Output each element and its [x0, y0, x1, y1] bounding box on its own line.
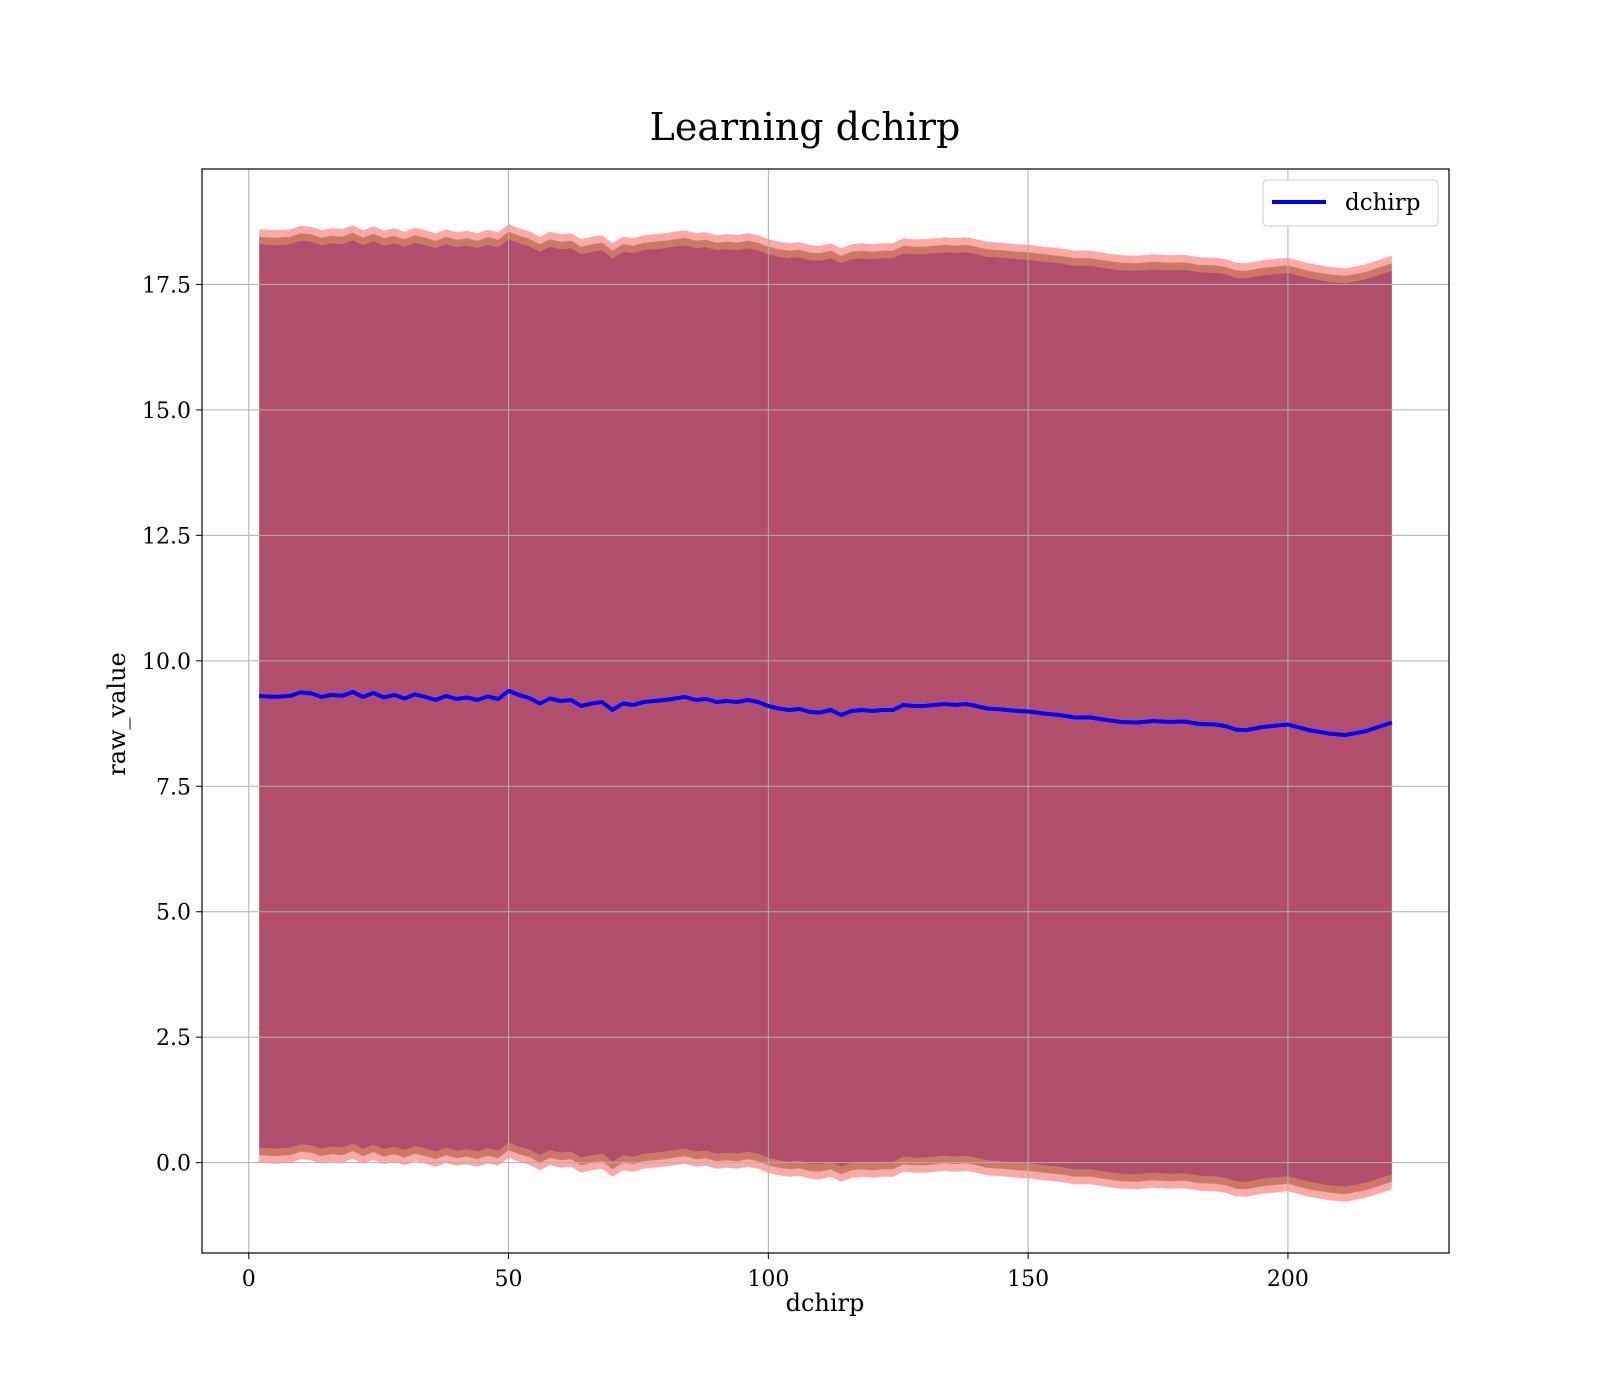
y-axis-title: raw_value: [103, 652, 131, 776]
legend-box: [1262, 179, 1439, 227]
legend-label: dchirp: [1345, 190, 1421, 216]
x-tick-label-1: 50: [495, 1267, 523, 1292]
y-tick-label-6: 15.0: [142, 399, 191, 424]
y-tick-label-2: 5.0: [156, 901, 191, 926]
chart-title: Learning dchirp: [650, 105, 961, 149]
x-tick-label-4: 200: [1267, 1267, 1309, 1292]
x-tick-label-0: 0: [242, 1267, 256, 1292]
y-tick-label-1: 2.5: [156, 1026, 191, 1051]
y-axis-ticks: 0.0 2.5 5.0 7.5 10.0 12.5 15.0 17.5: [142, 273, 202, 1177]
y-tick-label-0: 0.0: [156, 1152, 191, 1177]
y-tick-label-4: 10.0: [142, 650, 191, 675]
series-lines: [259, 688, 1393, 738]
legend[interactable]: dchirp: [1262, 179, 1439, 227]
confidence-bands: [259, 224, 1392, 1202]
x-axis-title: dchirp: [786, 1289, 865, 1317]
x-tick-label-3: 150: [1007, 1267, 1049, 1292]
series-line-dchirp: [259, 688, 1393, 738]
y-tick-label-5: 12.5: [142, 524, 191, 549]
y-tick-label-7: 17.5: [142, 273, 191, 298]
grid: [202, 169, 1449, 1253]
x-axis-ticks: 0 50 100 150 200: [242, 1253, 1309, 1292]
y-tick-label-3: 7.5: [156, 775, 191, 800]
plot-frame: [201, 168, 1450, 1254]
x-tick-label-2: 100: [747, 1267, 789, 1292]
